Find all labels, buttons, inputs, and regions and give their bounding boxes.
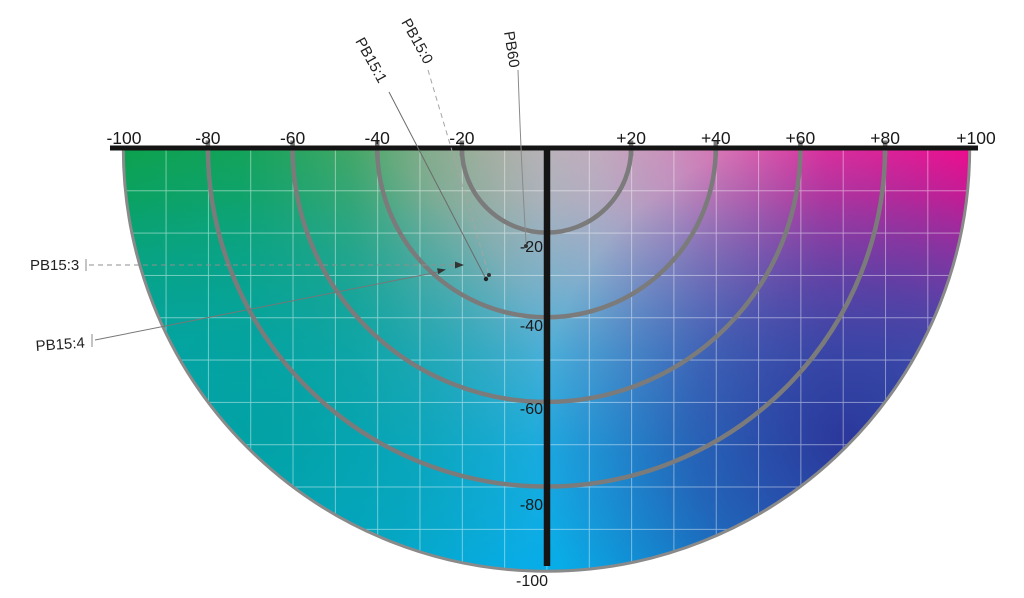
- pb15-3-arrow: [455, 261, 464, 269]
- y-tick-label-minus40: -40: [520, 318, 543, 335]
- y-tick-label-minus60: -60: [520, 401, 543, 418]
- pb60-leader-line: [517, 69, 527, 244]
- y-tick-label-minus100: -100: [516, 573, 548, 590]
- x-tick-label-minus100: -100: [106, 128, 141, 148]
- gamut-rim-arc-100: [121, 147, 972, 573]
- pb15-4-leader-line: [94, 271, 439, 341]
- annotation-pb15-3: PB15:3: [30, 257, 464, 274]
- y-axis-tick-labels: -20 -40 -60 -80 -100: [516, 239, 548, 590]
- annotation-pb60: PB60: [500, 30, 528, 248]
- x-axis-tick-labels: -100 -80 -60 -40 -20 +20 +40 +60 +80 +10…: [106, 128, 995, 148]
- pb15-1-point-marker: [483, 276, 489, 282]
- x-tick-label-minus20: -20: [449, 128, 475, 148]
- y-tick-label-minus20: -20: [520, 239, 543, 256]
- pb60-point-marker: [524, 244, 528, 248]
- x-tick-label-plus20: +20: [616, 128, 646, 148]
- x-tick-label-minus40: -40: [365, 128, 391, 148]
- x-tick-label-plus80: +80: [870, 128, 900, 148]
- pb15-0-label: PB15:0: [398, 16, 437, 67]
- y-tick-label-minus80: -80: [520, 497, 543, 514]
- pb15-3-label: PB15:3: [30, 257, 79, 274]
- pb15-0-leader-line: [427, 69, 489, 273]
- pb15-0-point-marker: [487, 273, 491, 277]
- annotation-pb15-4: PB15:4: [35, 268, 446, 355]
- x-tick-label-minus80: -80: [195, 128, 221, 148]
- x-tick-label-plus40: +40: [701, 128, 731, 148]
- pb15-1-leader-line: [388, 91, 486, 278]
- x-tick-label-plus60: +60: [786, 128, 816, 148]
- x-tick-label-plus100: +100: [956, 128, 996, 148]
- pb15-4-label: PB15:4: [35, 335, 85, 355]
- x-tick-label-minus60: -60: [280, 128, 306, 148]
- pb60-label: PB60: [500, 30, 523, 69]
- pb15-4-arrow: [437, 268, 446, 275]
- pb15-1-label: PB15:1: [352, 35, 391, 86]
